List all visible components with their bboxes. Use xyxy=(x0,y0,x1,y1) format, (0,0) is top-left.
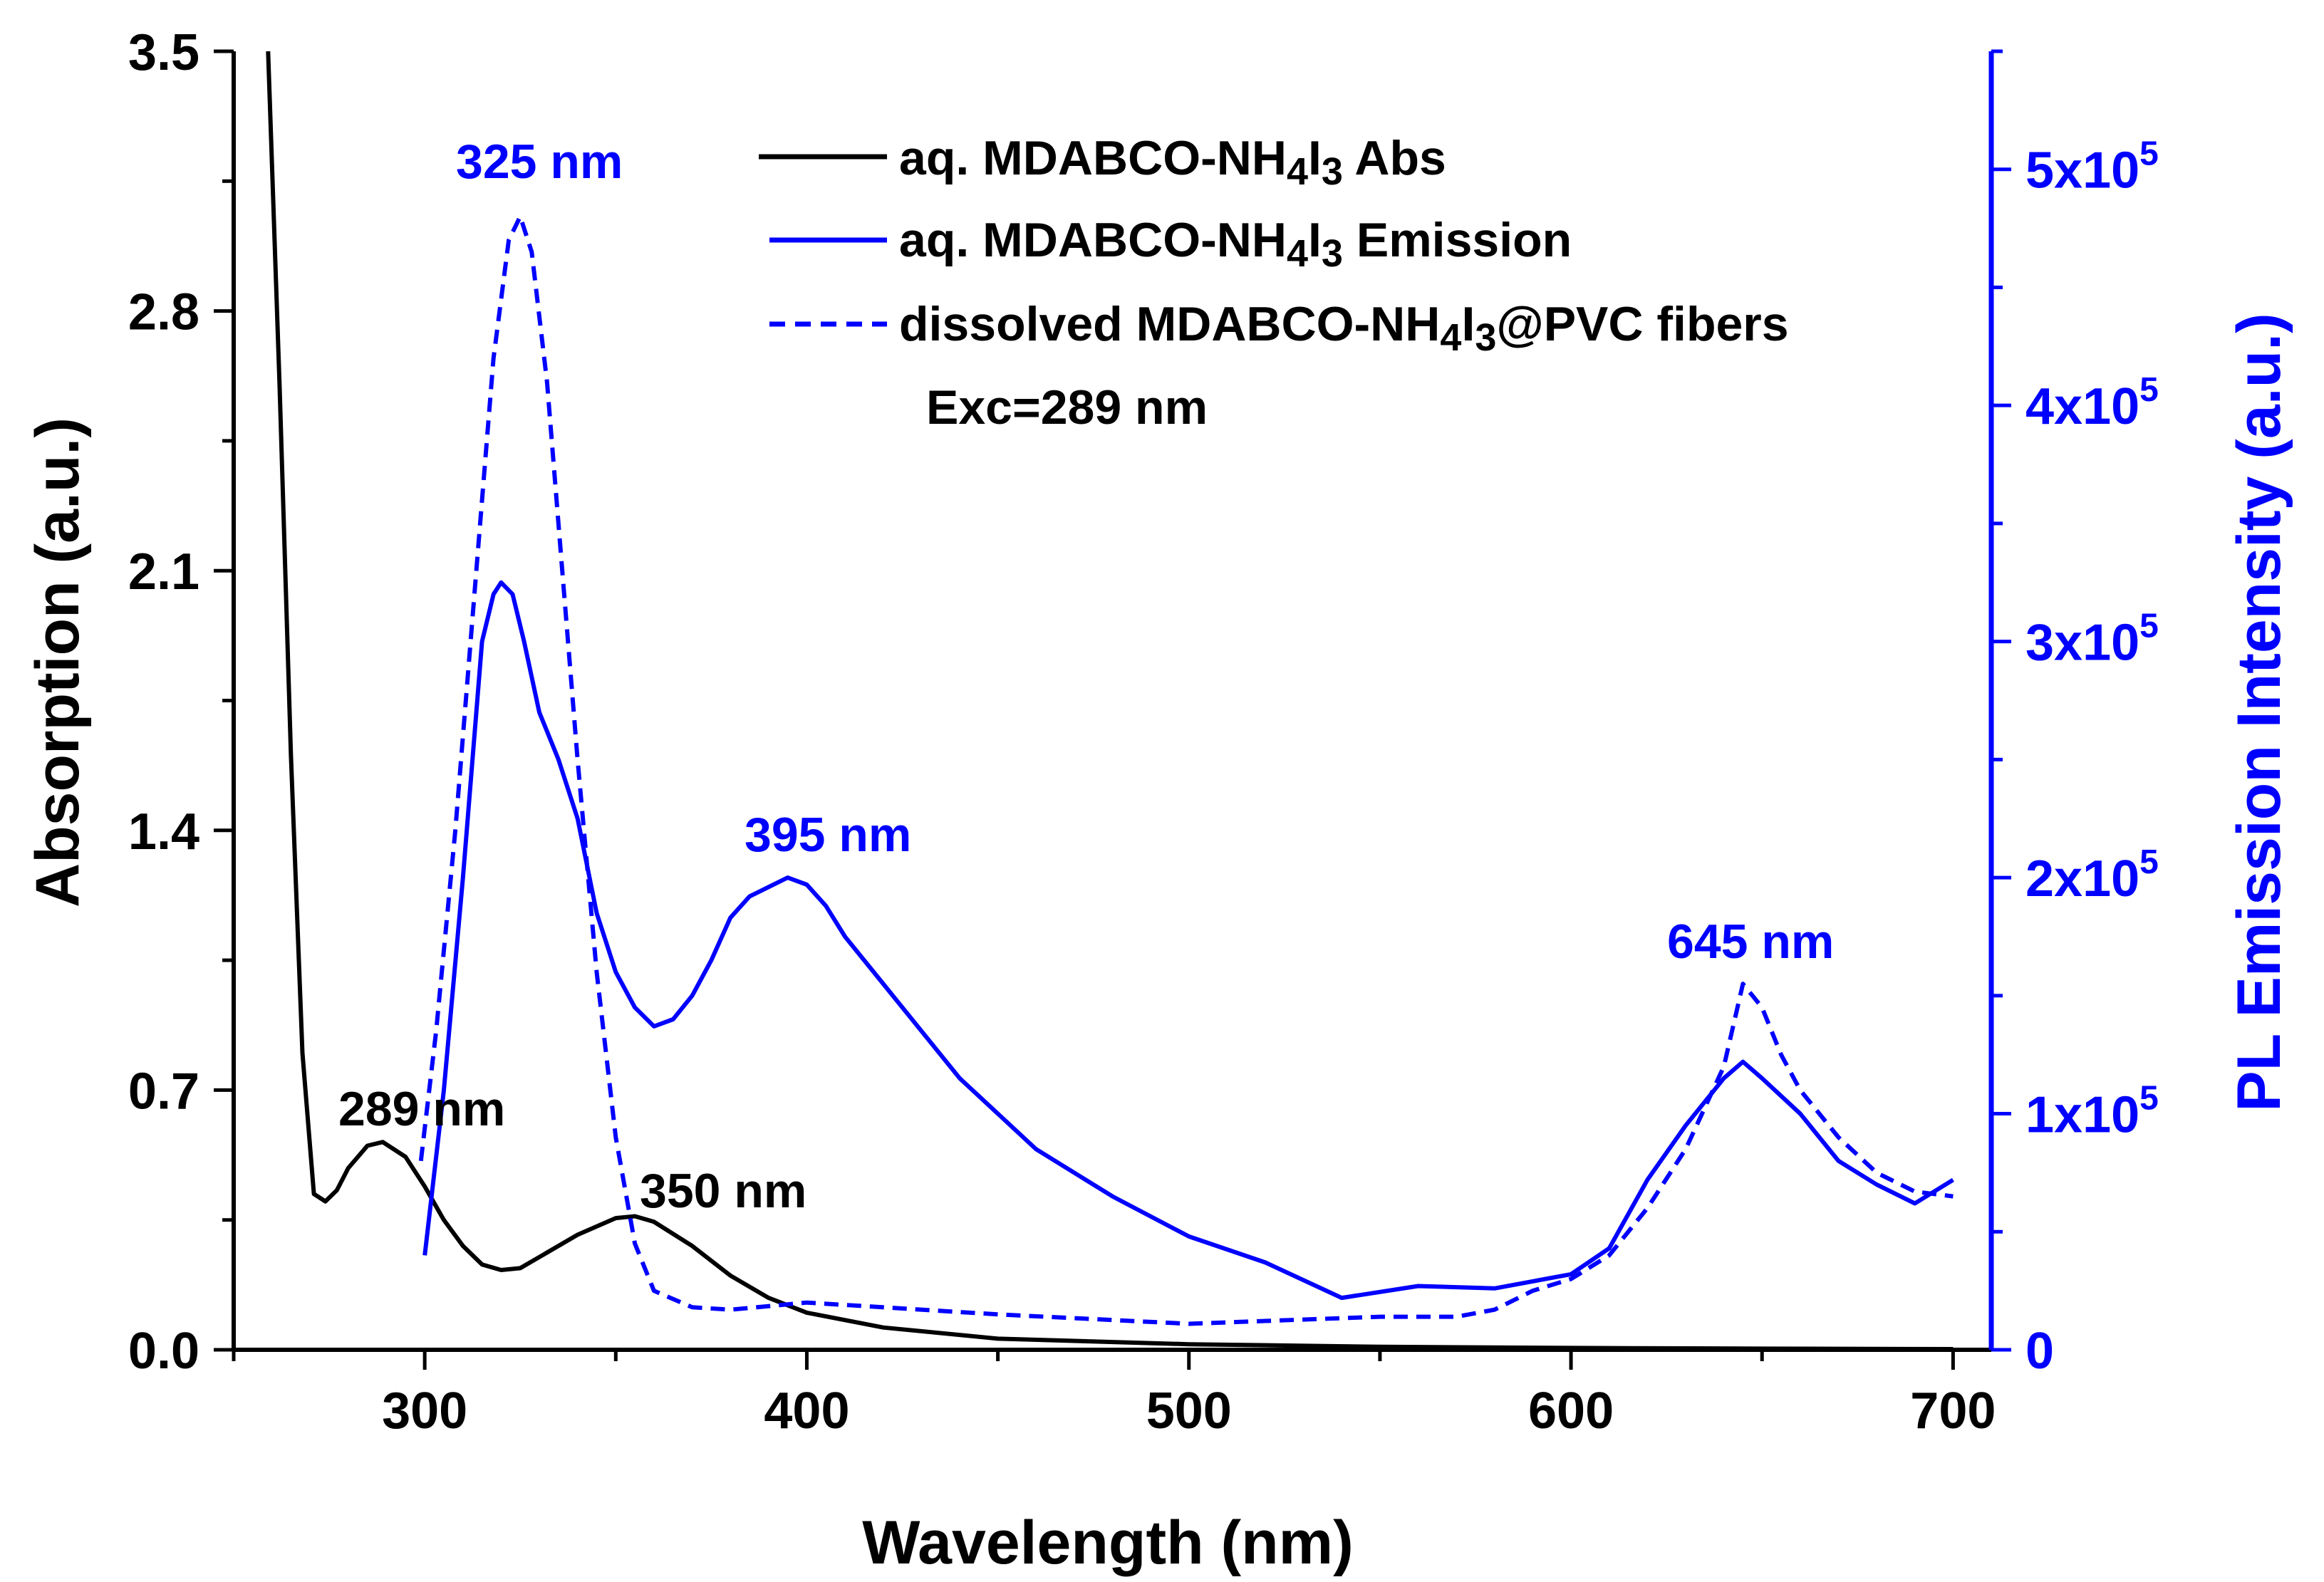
y-right-tick-mantissa: 1x10 xyxy=(2025,1087,2139,1144)
annotation-395nm: 395 nm xyxy=(745,808,911,862)
y-axis-left-title: Absorption (a.u.) xyxy=(24,417,92,907)
y-left-tick-label: 3.5 xyxy=(128,24,199,81)
series-line-0 xyxy=(266,51,1954,1351)
y-right-tick-exponent: 5 xyxy=(2139,135,2159,173)
series-layer xyxy=(266,51,1954,1351)
annotation-325nm: 325 nm xyxy=(456,135,623,189)
y-left-tick-label: 2.8 xyxy=(128,284,199,341)
legend-label-abs: aq. MDABCO-NH4I3 Abs xyxy=(899,131,1446,193)
y-right-tick-mantissa: 0 xyxy=(2025,1323,2054,1380)
x-tick-label: 400 xyxy=(764,1383,849,1440)
y-right-tick-mantissa: 3x10 xyxy=(2025,615,2139,672)
y-right-tick-exponent: 5 xyxy=(2139,1080,2159,1118)
y-left-tick-label: 2.1 xyxy=(128,543,199,600)
y-right-tick-label: 2x105 xyxy=(2025,843,2159,907)
series-line-1 xyxy=(422,580,1954,1301)
y-right-tick-exponent: 5 xyxy=(2139,608,2159,645)
y-left-tick-label: 0.7 xyxy=(128,1063,199,1120)
axes-layer: 300 400 500 600 7000.00.71.42.12.83.501x1052… xyxy=(128,24,2159,1440)
y-axis-right-title: PL Emission Intensity (a.u.) xyxy=(2225,313,2293,1111)
y-right-tick-label: 4x105 xyxy=(2025,371,2159,435)
y-right-tick-label: 0 xyxy=(2025,1323,2054,1380)
legend-label-fibers: dissolved MDABCO-NH4I3@PVC fibers xyxy=(899,297,1789,359)
y-right-tick-exponent: 5 xyxy=(2139,843,2159,881)
y-right-tick-mantissa: 4x10 xyxy=(2025,378,2139,435)
y-left-tick-label: 0.0 xyxy=(128,1323,199,1380)
y-right-tick-mantissa: 2x10 xyxy=(2025,850,2139,907)
x-tick-label: 300 xyxy=(382,1383,467,1440)
y-right-tick-exponent: 5 xyxy=(2139,371,2159,409)
y-right-tick-label: 1x105 xyxy=(2025,1080,2159,1144)
y-right-tick-mantissa: 5x10 xyxy=(2025,142,2139,199)
annotation-350nm: 350 nm xyxy=(640,1164,806,1218)
legend-excitation-note: Exc=289 nm xyxy=(926,380,1208,434)
annotation-289nm: 289 nm xyxy=(338,1082,505,1136)
x-tick-label: 600 xyxy=(1528,1383,1614,1440)
y-right-tick-label: 3x105 xyxy=(2025,608,2159,672)
y-left-tick-label: 1.4 xyxy=(128,803,199,860)
legend-label-emission: aq. MDABCO-NH4I3 Emission xyxy=(899,213,1572,275)
annotation-645nm: 645 nm xyxy=(1667,915,1834,969)
legend: aq. MDABCO-NH4I3 Abs aq. MDABCO-NH4I3 Em… xyxy=(759,131,1789,434)
x-axis-title: Wavelength (nm) xyxy=(862,1509,1354,1577)
x-tick-label: 700 xyxy=(1910,1383,1996,1440)
y-right-tick-label: 5x105 xyxy=(2025,135,2159,199)
x-tick-label: 500 xyxy=(1146,1383,1232,1440)
